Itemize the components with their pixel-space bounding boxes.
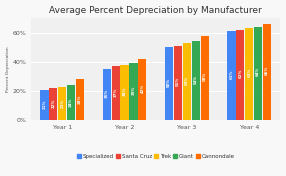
Bar: [58, 87, 66, 120]
Bar: [40, 90, 49, 120]
Bar: [192, 42, 200, 120]
Text: 23%: 23%: [60, 98, 64, 108]
Text: 58%: 58%: [203, 72, 207, 81]
Bar: [112, 66, 120, 120]
Bar: [103, 69, 111, 120]
Bar: [174, 46, 182, 120]
Bar: [245, 28, 253, 120]
Bar: [236, 30, 245, 120]
Text: 63%: 63%: [247, 68, 251, 77]
Text: 54%: 54%: [194, 75, 198, 84]
Text: 22%: 22%: [51, 99, 55, 108]
Title: Average Percent Depreciation by Manufacturer: Average Percent Depreciation by Manufact…: [49, 6, 262, 15]
Bar: [67, 85, 75, 120]
Text: 53%: 53%: [185, 76, 189, 85]
Text: 51%: 51%: [176, 77, 180, 86]
Bar: [76, 79, 84, 120]
Text: 38%: 38%: [123, 87, 127, 96]
Bar: [165, 47, 173, 120]
Bar: [201, 36, 209, 120]
Text: 66%: 66%: [265, 65, 269, 75]
Bar: [254, 27, 262, 120]
Text: 39%: 39%: [132, 86, 136, 95]
Bar: [263, 24, 271, 120]
Bar: [129, 63, 138, 120]
Bar: [120, 65, 129, 120]
Text: 50%: 50%: [167, 78, 171, 87]
Bar: [227, 31, 236, 120]
Text: 64%: 64%: [256, 67, 260, 76]
Text: 21%: 21%: [42, 100, 46, 109]
Bar: [49, 88, 57, 120]
Bar: [138, 59, 146, 120]
Text: 62%: 62%: [238, 68, 242, 78]
Bar: [183, 43, 191, 120]
Text: 28%: 28%: [78, 94, 82, 104]
Text: 61%: 61%: [229, 69, 233, 79]
Text: 37%: 37%: [114, 87, 118, 97]
Text: 35%: 35%: [105, 89, 109, 98]
Text: 42%: 42%: [140, 84, 144, 93]
Y-axis label: Percent Depreciation: Percent Depreciation: [5, 46, 9, 92]
Text: 24%: 24%: [69, 98, 73, 107]
Legend: Specialized, Santa Cruz, Trek, Giant, Cannondale: Specialized, Santa Cruz, Trek, Giant, Ca…: [75, 152, 237, 161]
